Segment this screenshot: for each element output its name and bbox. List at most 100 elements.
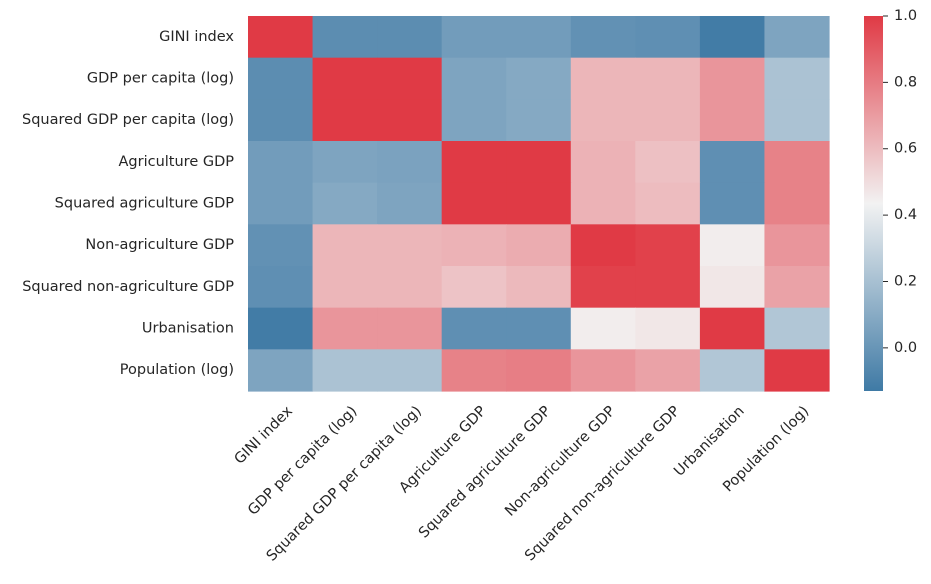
colorbar-gradient bbox=[864, 16, 883, 391]
cell-urbanisation-x-squared-agriculture-gdp bbox=[506, 307, 572, 350]
cell-agriculture-gdp-x-squared-gdp-per-capita-log bbox=[377, 141, 443, 184]
cell-non-agriculture-gdp-x-squared-agriculture-gdp bbox=[506, 224, 572, 267]
cell-agriculture-gdp-x-non-agriculture-gdp bbox=[570, 141, 636, 184]
row-label-urbanisation: Urbanisation bbox=[142, 321, 234, 337]
cell-squared-gdp-per-capita-log-x-agriculture-gdp bbox=[441, 99, 507, 142]
cell-population-log-x-squared-agriculture-gdp bbox=[506, 349, 572, 392]
cell-squared-gdp-per-capita-log-x-squared-agriculture-gdp bbox=[506, 99, 572, 142]
cell-squared-gdp-per-capita-log-x-gini-index bbox=[248, 99, 314, 142]
cell-gdp-per-capita-log-x-non-agriculture-gdp bbox=[570, 57, 636, 100]
cell-squared-agriculture-gdp-x-squared-non-agriculture-gdp bbox=[635, 182, 701, 225]
cell-agriculture-gdp-x-agriculture-gdp bbox=[441, 141, 507, 184]
cell-squared-agriculture-gdp-x-urbanisation bbox=[699, 182, 766, 225]
row-label-gdp-per-capita-log: GDP per capita (log) bbox=[87, 71, 234, 87]
cell-agriculture-gdp-x-gini-index bbox=[248, 141, 314, 184]
cell-squared-agriculture-gdp-x-squared-gdp-per-capita-log bbox=[377, 182, 443, 225]
cell-urbanisation-x-population-log bbox=[764, 307, 830, 350]
cell-population-log-x-non-agriculture-gdp bbox=[570, 349, 636, 392]
cell-squared-agriculture-gdp-x-gdp-per-capita-log bbox=[312, 182, 378, 225]
colorbar-tick-label: 0.0 bbox=[894, 340, 917, 356]
column-label-gdp-per-capita-log: GDP per capita (log) bbox=[245, 403, 360, 518]
cell-gdp-per-capita-log-x-population-log bbox=[764, 57, 830, 100]
cell-squared-gdp-per-capita-log-x-squared-gdp-per-capita-log bbox=[377, 99, 443, 142]
cell-population-log-x-gdp-per-capita-log bbox=[312, 349, 378, 392]
cell-squared-non-agriculture-gdp-x-non-agriculture-gdp bbox=[570, 266, 636, 309]
cell-gdp-per-capita-log-x-gini-index bbox=[248, 57, 314, 100]
row-label-squared-agriculture-gdp: Squared agriculture GDP bbox=[55, 196, 235, 212]
cell-population-log-x-urbanisation bbox=[699, 349, 766, 392]
cell-non-agriculture-gdp-x-non-agriculture-gdp bbox=[570, 224, 636, 267]
cell-squared-gdp-per-capita-log-x-gdp-per-capita-log bbox=[312, 99, 378, 142]
cell-agriculture-gdp-x-squared-agriculture-gdp bbox=[506, 141, 572, 184]
cell-non-agriculture-gdp-x-urbanisation bbox=[699, 224, 766, 267]
cell-urbanisation-x-squared-gdp-per-capita-log bbox=[377, 307, 443, 350]
cell-gini-index-x-gini-index bbox=[248, 16, 314, 59]
cell-squared-non-agriculture-gdp-x-squared-non-agriculture-gdp bbox=[635, 266, 701, 309]
row-label-non-agriculture-gdp: Non-agriculture GDP bbox=[85, 237, 234, 253]
colorbar-tick-label: 0.8 bbox=[894, 74, 917, 90]
colorbar-tick-label: 1.0 bbox=[894, 8, 917, 24]
cell-population-log-x-population-log bbox=[764, 349, 830, 392]
cell-squared-gdp-per-capita-log-x-non-agriculture-gdp bbox=[570, 99, 636, 142]
cell-gdp-per-capita-log-x-squared-gdp-per-capita-log bbox=[377, 57, 443, 100]
cell-non-agriculture-gdp-x-squared-non-agriculture-gdp bbox=[635, 224, 701, 267]
cell-urbanisation-x-agriculture-gdp bbox=[441, 307, 507, 350]
cell-gini-index-x-agriculture-gdp bbox=[441, 16, 507, 59]
cell-gdp-per-capita-log-x-squared-agriculture-gdp bbox=[506, 57, 572, 100]
cell-gini-index-x-squared-non-agriculture-gdp bbox=[635, 16, 701, 59]
colorbar-tick-label: 0.2 bbox=[894, 273, 917, 289]
row-tick-labels: GINI index GDP per capita (log) Squared GD… bbox=[22, 29, 234, 378]
column-label-squared-agriculture-gdp: Squared agriculture GDP bbox=[416, 403, 554, 541]
cell-gdp-per-capita-log-x-gdp-per-capita-log bbox=[312, 57, 378, 100]
cell-population-log-x-agriculture-gdp bbox=[441, 349, 507, 392]
colorbar: 1.0 0.8 0.6 0.4 0.2 0.0 bbox=[864, 8, 917, 391]
cell-population-log-x-gini-index bbox=[248, 349, 314, 392]
cell-squared-agriculture-gdp-x-agriculture-gdp bbox=[441, 182, 507, 225]
row-label-agriculture-gdp: Agriculture GDP bbox=[119, 154, 235, 170]
colorbar-tick-label: 0.6 bbox=[894, 141, 917, 157]
column-label-non-agriculture-gdp: Non-agriculture GDP bbox=[502, 403, 619, 520]
cell-squared-agriculture-gdp-x-non-agriculture-gdp bbox=[570, 182, 636, 225]
colorbar-tick-label: 0.4 bbox=[894, 207, 917, 223]
cell-urbanisation-x-gdp-per-capita-log bbox=[312, 307, 378, 350]
cell-non-agriculture-gdp-x-population-log bbox=[764, 224, 830, 267]
cell-non-agriculture-gdp-x-agriculture-gdp bbox=[441, 224, 507, 267]
cell-urbanisation-x-squared-non-agriculture-gdp bbox=[635, 307, 701, 350]
cell-non-agriculture-gdp-x-gdp-per-capita-log bbox=[312, 224, 378, 267]
cell-gdp-per-capita-log-x-agriculture-gdp bbox=[441, 57, 507, 100]
cell-agriculture-gdp-x-urbanisation bbox=[699, 141, 766, 184]
cell-gini-index-x-non-agriculture-gdp bbox=[570, 16, 636, 59]
cell-squared-non-agriculture-gdp-x-urbanisation bbox=[699, 266, 766, 309]
cell-population-log-x-squared-gdp-per-capita-log bbox=[377, 349, 443, 392]
cell-population-log-x-squared-non-agriculture-gdp bbox=[635, 349, 701, 392]
cell-squared-gdp-per-capita-log-x-squared-non-agriculture-gdp bbox=[635, 99, 701, 142]
cell-gini-index-x-squared-agriculture-gdp bbox=[506, 16, 572, 59]
row-label-gini-index: GINI index bbox=[159, 29, 234, 45]
cell-squared-agriculture-gdp-x-gini-index bbox=[248, 182, 314, 225]
cell-squared-agriculture-gdp-x-population-log bbox=[764, 182, 830, 225]
cell-agriculture-gdp-x-population-log bbox=[764, 141, 830, 184]
cell-squared-gdp-per-capita-log-x-urbanisation bbox=[699, 99, 766, 142]
cell-squared-agriculture-gdp-x-squared-agriculture-gdp bbox=[506, 182, 572, 225]
cell-agriculture-gdp-x-gdp-per-capita-log bbox=[312, 141, 378, 184]
cell-gini-index-x-urbanisation bbox=[699, 16, 766, 59]
cell-squared-non-agriculture-gdp-x-squared-agriculture-gdp bbox=[506, 266, 572, 309]
row-label-squared-gdp-per-capita-log: Squared GDP per capita (log) bbox=[22, 112, 234, 128]
cell-squared-non-agriculture-gdp-x-gini-index bbox=[248, 266, 314, 309]
cell-gdp-per-capita-log-x-urbanisation bbox=[699, 57, 766, 100]
cell-agriculture-gdp-x-squared-non-agriculture-gdp bbox=[635, 141, 701, 184]
colorbar-ticks: 1.0 0.8 0.6 0.4 0.2 0.0 bbox=[883, 8, 917, 356]
cell-gdp-per-capita-log-x-squared-non-agriculture-gdp bbox=[635, 57, 701, 100]
cell-squared-gdp-per-capita-log-x-population-log bbox=[764, 99, 830, 142]
heatmap-cells bbox=[248, 16, 830, 392]
cell-gini-index-x-gdp-per-capita-log bbox=[312, 16, 378, 59]
cell-gini-index-x-squared-gdp-per-capita-log bbox=[377, 16, 443, 59]
cell-squared-non-agriculture-gdp-x-gdp-per-capita-log bbox=[312, 266, 378, 309]
cell-squared-non-agriculture-gdp-x-agriculture-gdp bbox=[441, 266, 507, 309]
cell-non-agriculture-gdp-x-squared-gdp-per-capita-log bbox=[377, 224, 443, 267]
column-label-gini-index: GINI index bbox=[232, 403, 297, 468]
cell-non-agriculture-gdp-x-gini-index bbox=[248, 224, 314, 267]
cell-urbanisation-x-urbanisation bbox=[699, 307, 766, 350]
